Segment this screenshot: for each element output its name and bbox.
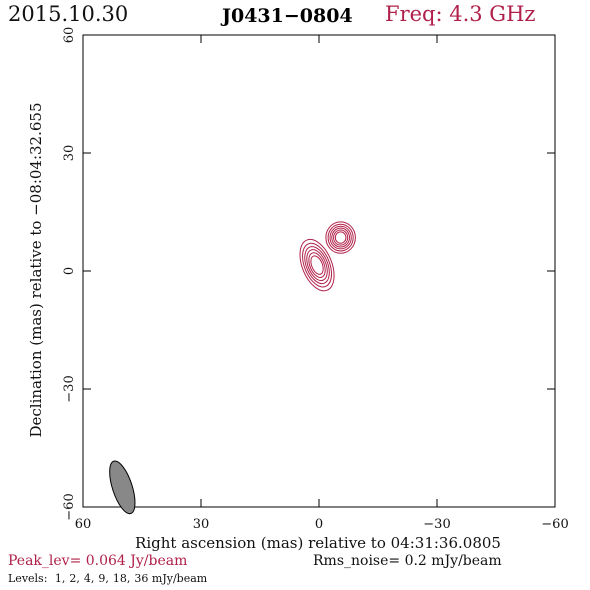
y-tick-label: 60 (62, 27, 77, 44)
level-value: 9, (98, 572, 109, 585)
x-axis-label: Right ascension (mas) relative to 04:31:… (135, 534, 501, 552)
tick-labels: 60 30 0 −30 −60 −60 −30 0 30 60 (62, 27, 569, 532)
y-tick-label: −30 (62, 375, 77, 402)
plot-frame (82, 34, 556, 508)
axis-ticks (82, 34, 556, 508)
level-value: 36 mJy/beam (134, 572, 208, 585)
level-value: 1, (54, 572, 66, 585)
contour-level-1-comp-2 (325, 221, 356, 254)
x-tick-label: 30 (193, 517, 210, 532)
x-tick-label: −60 (541, 517, 568, 532)
contour-level-2-comp-1 (302, 242, 332, 288)
contour-level-5-comp-2 (333, 229, 349, 246)
contour-levels: Levels: 1, 2, 4, 9, 18, 36 mJy/beam (8, 572, 215, 585)
contour-level-3-comp-1 (304, 246, 330, 285)
contour-level-5-comp-1 (308, 252, 326, 278)
level-value: 18, (112, 572, 131, 585)
contour-level-2-comp-2 (327, 223, 354, 252)
observation-date: 2015.10.30 (8, 2, 129, 26)
y-tick-label: −60 (62, 493, 77, 520)
contour-level-1-comp-1 (299, 238, 335, 292)
x-tick-label: 60 (75, 517, 92, 532)
x-tick-label: −30 (423, 517, 450, 532)
source-name: J0431−0804 (222, 5, 353, 27)
contour-level-6-comp-1 (310, 255, 324, 275)
contour-level-6-comp-2 (334, 231, 347, 244)
level-value: 4, (83, 572, 95, 585)
contour-level-4-comp-2 (331, 227, 350, 248)
beam-ellipse (109, 460, 136, 515)
y-tick-label: 0 (62, 267, 77, 275)
rms-noise: Rms_noise= 0.2 mJy/beam (313, 553, 502, 569)
y-axis-label: Declination (mas) relative to −08:04:32.… (27, 102, 45, 438)
y-tick-label: 30 (62, 145, 77, 162)
level-value: 2, (69, 572, 80, 585)
levels-prefix: Levels: (8, 572, 48, 585)
beam-ellipse-group (109, 460, 136, 515)
x-tick-label: 0 (315, 517, 323, 532)
peak-level: Peak_lev= 0.064 Jy/beam (8, 553, 188, 569)
frequency-label: Freq: 4.3 GHz (385, 2, 536, 26)
contour-set (299, 221, 356, 292)
contour-level-4-comp-1 (306, 249, 328, 282)
contour-level-3-comp-2 (329, 225, 352, 250)
